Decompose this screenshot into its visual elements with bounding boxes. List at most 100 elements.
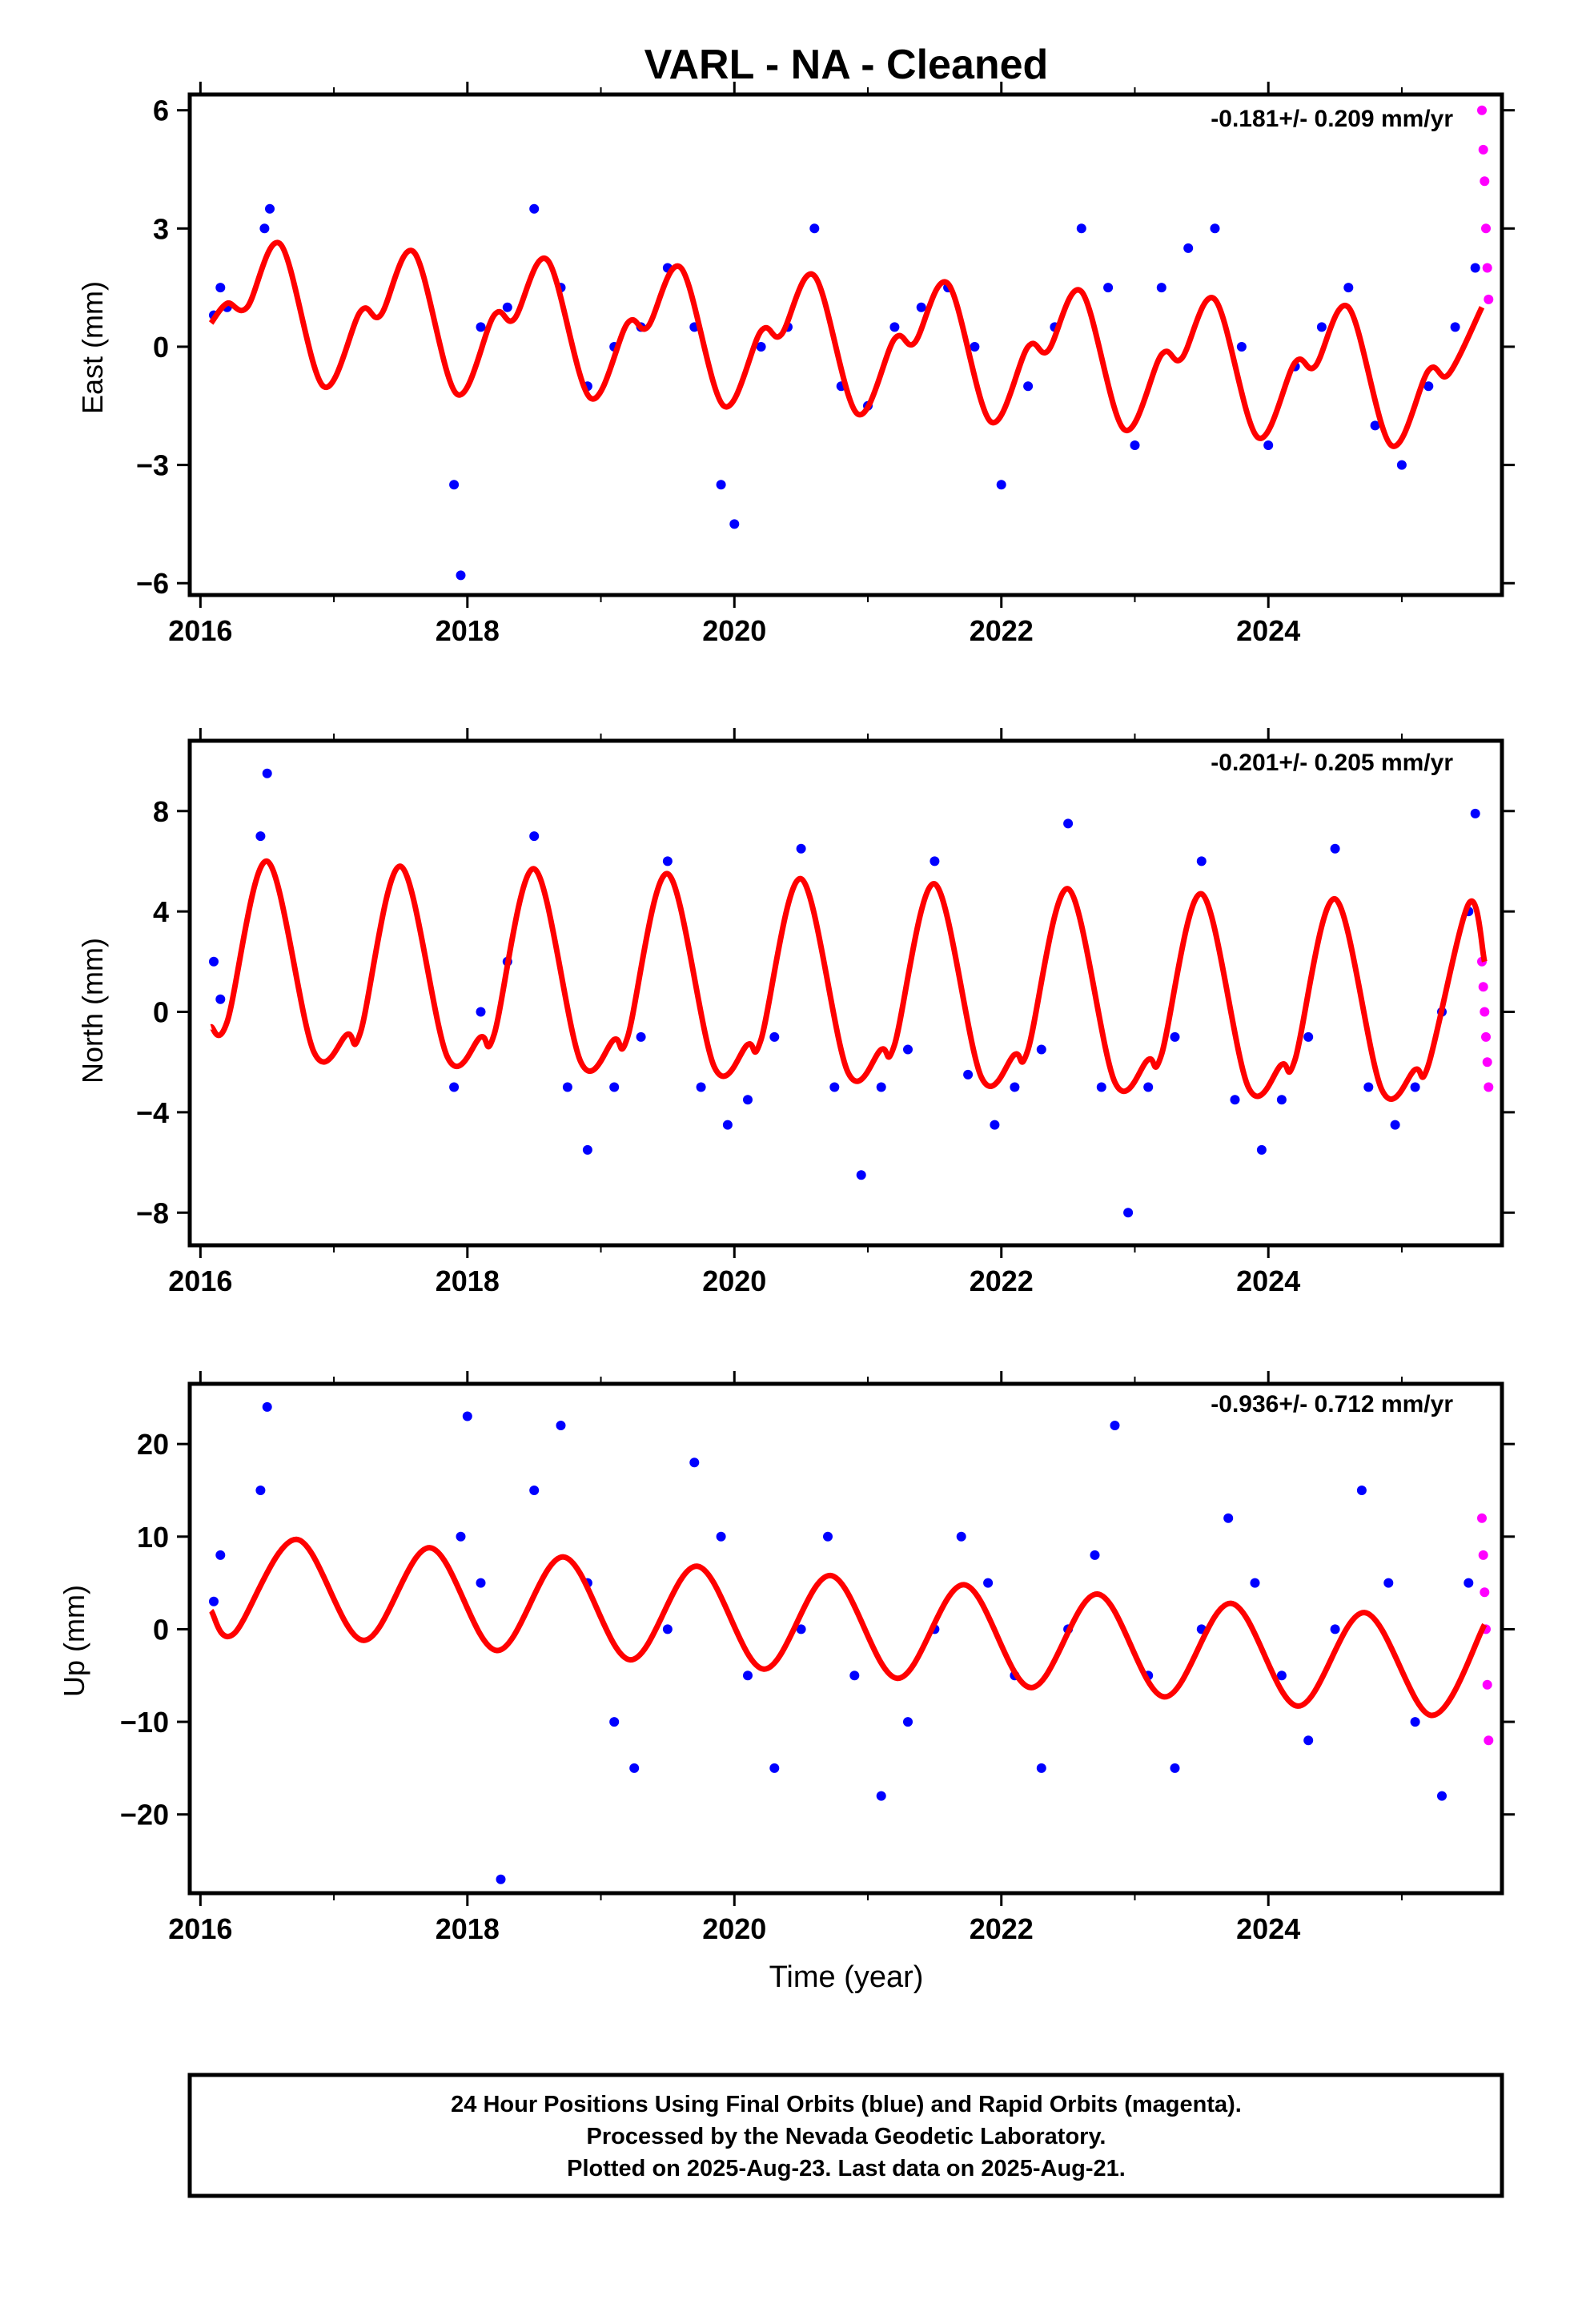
up-y-tick-label: 10 bbox=[137, 1521, 169, 1554]
up-final-orbit-point bbox=[662, 1624, 673, 1634]
north-final-orbit-point bbox=[1010, 1082, 1020, 1092]
up-rapid-orbit-point bbox=[1477, 1513, 1487, 1523]
north-rate-label: -0.201+/- 0.205 mm/yr bbox=[1211, 750, 1453, 776]
east-rate-label: -0.181+/- 0.209 mm/yr bbox=[1211, 106, 1453, 132]
north-rapid-orbit-point bbox=[1481, 1031, 1491, 1042]
up-final-orbit-point bbox=[1170, 1763, 1180, 1773]
up-final-orbit-point bbox=[983, 1578, 994, 1588]
east-final-orbit-point bbox=[1316, 322, 1327, 332]
east-final-orbit-point bbox=[265, 203, 275, 214]
east-final-orbit-point bbox=[1183, 243, 1194, 253]
north-final-orbit-point bbox=[1196, 856, 1207, 866]
north-y-tick-label: −4 bbox=[136, 1096, 169, 1129]
east-final-orbit-point bbox=[1236, 342, 1247, 352]
up-final-orbit-point bbox=[1276, 1671, 1287, 1681]
east-panel: East (mm) -0.181+/- 0.209 mm/yr 2016 2018… bbox=[76, 82, 1515, 647]
north-final-orbit-point bbox=[476, 1007, 486, 1017]
north-x-tick-label: 2022 bbox=[970, 1265, 1034, 1297]
north-x-tick-label: 2020 bbox=[702, 1265, 766, 1297]
east-final-orbit-point bbox=[916, 302, 926, 312]
up-x-tick-label: 2022 bbox=[970, 1912, 1034, 1945]
east-rapid-orbit-point bbox=[1484, 294, 1494, 304]
east-rapid-orbit-point bbox=[1480, 176, 1490, 187]
north-x-tick-label: 2018 bbox=[436, 1265, 500, 1297]
north-final-orbit-point bbox=[609, 1082, 620, 1092]
up-final-orbit-point bbox=[716, 1531, 726, 1542]
footer-box: 24 Hour Positions Using Final Orbits (bl… bbox=[187, 2073, 1504, 2198]
up-panel: Up (mm) -0.936+/- 0.712 mm/yr 2016 2018 20… bbox=[58, 1371, 1515, 1945]
north-final-orbit-point bbox=[856, 1170, 866, 1180]
up-rapid-orbit-point bbox=[1484, 1735, 1494, 1746]
east-final-orbit-point bbox=[456, 570, 466, 581]
north-x-tick-label: 2024 bbox=[1236, 1265, 1300, 1297]
north-final-orbit-point bbox=[636, 1031, 646, 1042]
east-x-tick-label: 2024 bbox=[1236, 614, 1300, 647]
up-final-orbit-point bbox=[1410, 1717, 1420, 1727]
east-final-orbit-point bbox=[1130, 440, 1140, 450]
up-final-orbit-point bbox=[1437, 1791, 1447, 1801]
north-final-orbit-point bbox=[1230, 1095, 1240, 1105]
north-final-orbit-point bbox=[662, 856, 673, 866]
up-final-orbit-point bbox=[1383, 1578, 1394, 1588]
north-final-orbit-point bbox=[990, 1120, 1000, 1130]
up-final-orbit-point bbox=[876, 1791, 886, 1801]
north-final-orbit-point bbox=[1063, 818, 1074, 829]
up-x-tick-label: 2020 bbox=[702, 1912, 766, 1945]
north-rapid-orbit-point bbox=[1482, 1057, 1492, 1068]
up-final-orbit-point bbox=[689, 1458, 700, 1468]
up-final-orbit-point bbox=[209, 1596, 219, 1606]
east-model-curve bbox=[208, 239, 1485, 449]
east-final-orbit-point bbox=[1263, 440, 1274, 450]
east-y-tick-label: −6 bbox=[136, 567, 169, 600]
up-x-tick-label: 2018 bbox=[436, 1912, 500, 1945]
north-final-orbit-point bbox=[876, 1082, 886, 1092]
north-final-orbit-point bbox=[1096, 1082, 1106, 1092]
east-final-orbit-point bbox=[1423, 381, 1434, 392]
up-rapid-orbit-point bbox=[1478, 1550, 1488, 1560]
up-final-orbit-point bbox=[796, 1624, 806, 1634]
east-final-orbit-point bbox=[1023, 381, 1034, 392]
up-y-tick-label: −20 bbox=[120, 1799, 169, 1831]
north-rapid-orbit-point bbox=[1478, 982, 1488, 992]
up-y-tick-label: −10 bbox=[120, 1706, 169, 1739]
up-final-orbit-point bbox=[629, 1763, 640, 1773]
up-final-orbit-point bbox=[262, 1401, 272, 1412]
east-plot-frame bbox=[187, 92, 1504, 597]
north-model-curve bbox=[208, 858, 1488, 1102]
up-y-tick-label: 0 bbox=[153, 1613, 169, 1646]
north-plot-frame bbox=[187, 738, 1504, 1248]
north-final-orbit-point bbox=[903, 1044, 913, 1055]
north-final-orbit-point bbox=[1330, 843, 1340, 854]
up-rate-label: -0.936+/- 0.712 mm/yr bbox=[1211, 1391, 1453, 1417]
north-y-tick-label: 4 bbox=[153, 895, 169, 928]
east-final-orbit-point bbox=[259, 223, 270, 234]
east-y-tick-label: 6 bbox=[153, 94, 169, 127]
north-final-orbit-point bbox=[1390, 1120, 1400, 1130]
east-final-orbit-point bbox=[1076, 223, 1086, 234]
east-y-axis-label: East (mm) bbox=[76, 281, 109, 414]
north-x-tick-label: 2016 bbox=[168, 1265, 232, 1297]
up-final-orbit-point bbox=[462, 1411, 472, 1421]
north-rapid-orbit-point bbox=[1484, 1082, 1494, 1092]
north-final-orbit-point bbox=[1303, 1031, 1314, 1042]
north-final-orbit-point bbox=[255, 831, 266, 842]
east-final-orbit-point bbox=[1470, 263, 1480, 273]
footer-line-2: Processed by the Nevada Geodetic Laborat… bbox=[587, 2124, 1106, 2149]
up-final-orbit-point bbox=[1223, 1513, 1234, 1523]
north-final-orbit-point bbox=[1470, 808, 1480, 818]
up-final-orbit-point bbox=[215, 1550, 226, 1560]
east-x-tick-label: 2016 bbox=[168, 614, 232, 647]
east-final-orbit-point bbox=[1103, 283, 1114, 293]
east-final-orbit-point bbox=[1343, 283, 1354, 293]
north-final-orbit-point bbox=[1170, 1031, 1180, 1042]
east-rapid-orbit-point bbox=[1482, 263, 1492, 273]
east-final-orbit-point bbox=[449, 480, 460, 490]
north-final-orbit-point bbox=[722, 1120, 733, 1130]
up-final-orbit-point bbox=[956, 1531, 966, 1542]
up-y-tick-label: 20 bbox=[137, 1428, 169, 1461]
east-rapid-orbit-point bbox=[1481, 223, 1491, 234]
figure-title: VARL - NA - Cleaned bbox=[644, 42, 1049, 88]
x-axis-title: Time (year) bbox=[769, 1960, 924, 1994]
north-final-orbit-point bbox=[209, 956, 219, 967]
